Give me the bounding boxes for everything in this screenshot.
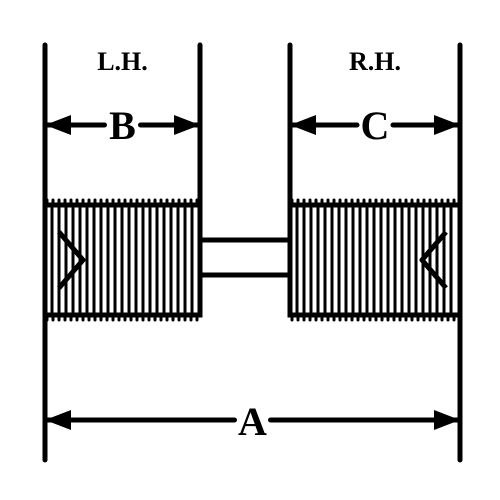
label-left-hand: L.H. — [97, 47, 148, 76]
shaft — [200, 240, 290, 275]
dimension-b: B — [109, 103, 136, 148]
dimension-a: A — [238, 399, 267, 444]
label-right-hand: R.H. — [349, 47, 401, 76]
dimension-c: C — [361, 103, 390, 148]
